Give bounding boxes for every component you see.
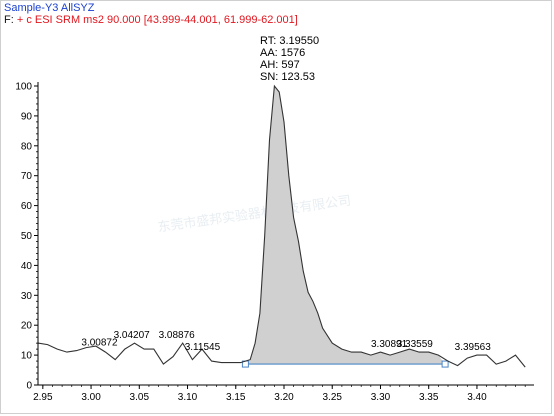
peak-sn-label: SN: 123.53: [260, 71, 315, 83]
x-tick-label: 3.30: [371, 392, 391, 403]
filter-text: + c ESI SRM ms2 90.000 [43.999-44.001, 6…: [16, 14, 298, 26]
peak-label: 3.04207: [114, 330, 151, 341]
trace-line: [37, 84, 526, 368]
sample-title: Sample-Y3 AllSYZ: [4, 2, 95, 14]
watermark-text: 东莞市盛邦实验器材科技有限公司: [157, 193, 352, 235]
x-tick-label: 3.10: [178, 392, 198, 403]
peak-info-box: RT: 3.19550 AA: 1576 AH: 597 SN: 123.53: [260, 35, 319, 83]
x-tick-label: 2.95: [33, 392, 53, 403]
x-tick-label: 3.00: [81, 392, 101, 403]
peak-label: 3.00872: [81, 338, 118, 349]
x-tick-label: 3.20: [274, 392, 294, 403]
y-tick-label: 100: [15, 82, 32, 93]
y-tick-label: 30: [21, 291, 33, 302]
x-tick-label: 3.15: [226, 392, 246, 403]
y-tick-label: 50: [21, 231, 33, 242]
x-tick-label: 3.35: [419, 392, 439, 403]
y-tick-label: 90: [21, 111, 33, 122]
baseline-end-marker[interactable]: [441, 360, 449, 368]
y-tick-label: 80: [21, 141, 33, 152]
peak-rt-label: RT: 3.19550: [260, 35, 319, 47]
peak-area-label: AA: 1576: [260, 47, 305, 59]
peak-height-label: AH: 597: [260, 59, 300, 71]
x-tick-label: 3.05: [130, 392, 150, 403]
x-tick-label: 3.25: [323, 392, 343, 403]
y-tick-label: 40: [21, 261, 33, 272]
watermark: 东莞市盛邦实验器材科技有限公司: [157, 193, 352, 235]
y-tick-label: 70: [21, 171, 33, 182]
peak-label: 3.39563: [455, 342, 492, 353]
x-tick-label: 3.40: [467, 392, 487, 403]
y-tick-label: 20: [21, 321, 33, 332]
peak-label: 3.33559: [397, 339, 434, 350]
y-tick-label: 10: [21, 351, 33, 362]
axes: 0 10 20 30 40 50 60 70 80 90 100 2.95 3.00 3.05 3.10 3.…: [15, 82, 534, 403]
y-tick-label: 0: [26, 381, 32, 392]
peak-label: 3.30891: [371, 339, 408, 350]
peak-label: 3.08876: [159, 330, 196, 341]
y-tick-label: 60: [21, 201, 33, 212]
trace-filter-line: F: + c ESI SRM ms2 90.000 [43.999-44.001…: [4, 14, 298, 26]
filter-prefix: F:: [4, 14, 14, 26]
plot-area: [37, 84, 526, 368]
peak-label: 3.11545: [185, 342, 221, 353]
integrated-peak-area: [245, 86, 446, 365]
